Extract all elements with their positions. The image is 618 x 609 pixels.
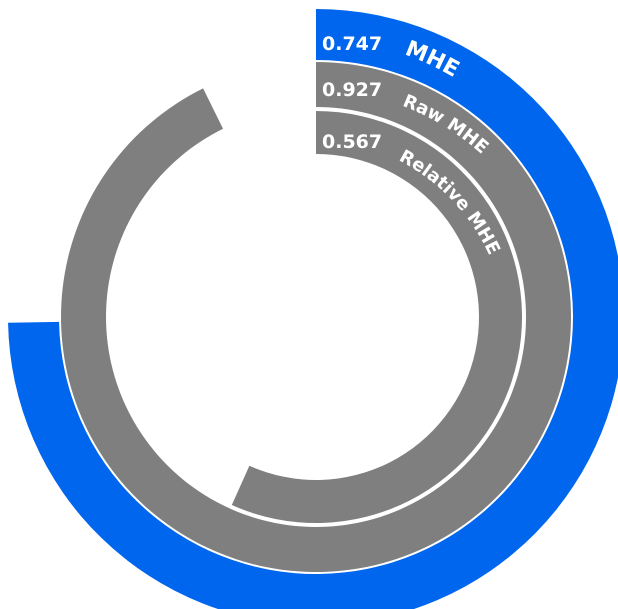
rings-group bbox=[8, 9, 618, 609]
ring-value-relative-mhe: 0.567 bbox=[322, 131, 382, 153]
ring-value-raw-mhe: 0.927 bbox=[322, 79, 382, 101]
ring-value-mhe: 0.747 bbox=[322, 33, 382, 55]
